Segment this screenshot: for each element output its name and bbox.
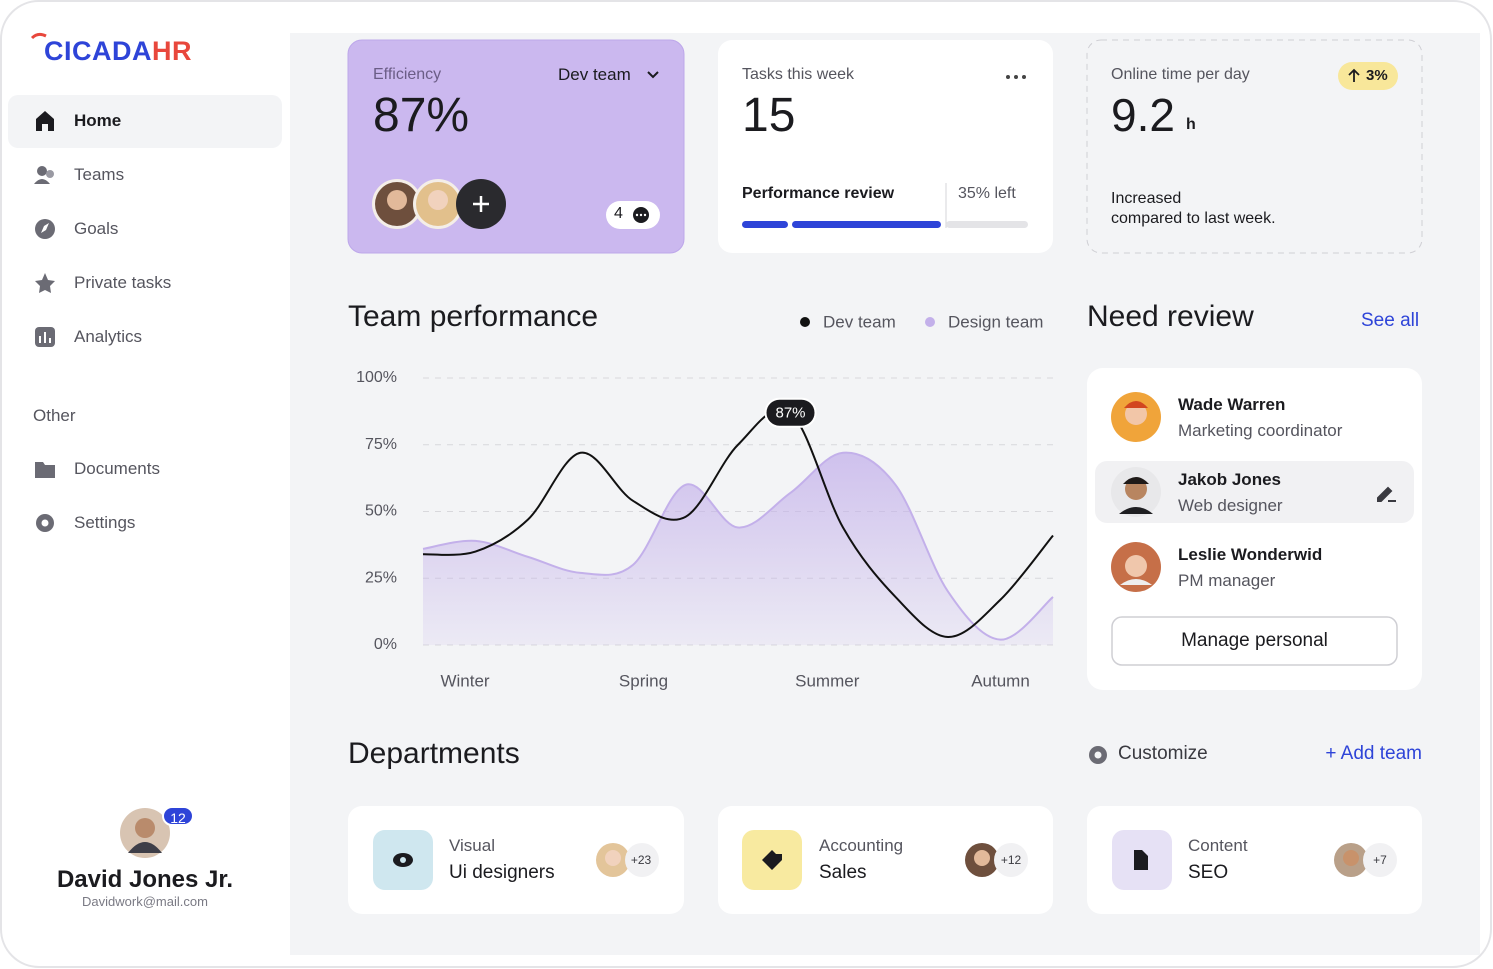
notification-badge: 12: [162, 806, 194, 826]
y-tick-label: 100%: [356, 369, 397, 386]
department-name[interactable]: Sales: [819, 862, 867, 883]
member-count: +7: [1373, 853, 1387, 867]
department-category: Content: [1188, 836, 1248, 855]
person-name[interactable]: Jakob Jones: [1178, 470, 1281, 489]
legend-dot: [800, 317, 810, 327]
logo-text: CICADA: [44, 36, 152, 66]
nav-item[interactable]: Analytics: [74, 327, 143, 346]
member-count: +23: [630, 853, 652, 867]
section-title: Departments: [348, 737, 520, 770]
card-label: Efficiency: [373, 66, 442, 83]
nav-item[interactable]: Private tasks: [74, 273, 172, 292]
card-label: Tasks this week: [742, 66, 855, 83]
x-tick-label: Spring: [619, 671, 668, 690]
x-tick-label: Autumn: [971, 671, 1030, 690]
series-line: [422, 408, 1054, 638]
card-value: 87%: [373, 89, 470, 142]
nav-item[interactable]: Documents: [74, 459, 160, 478]
series-line: [422, 451, 1054, 641]
logo-text: HR: [152, 36, 192, 66]
progress-left: 35% left: [958, 185, 1016, 202]
card-label: Online time per day: [1111, 66, 1250, 83]
add-team-link[interactable]: + Add team: [1325, 743, 1422, 764]
x-tick-label: Summer: [795, 671, 860, 690]
team-selector[interactable]: Dev team: [558, 65, 631, 84]
chart-title: Team performance: [348, 300, 599, 333]
nav-item[interactable]: Teams: [74, 165, 125, 184]
value-label: 87%: [775, 405, 805, 422]
card-value: 15: [742, 89, 796, 142]
department-category: Visual: [449, 836, 495, 855]
section-title: Other: [33, 406, 76, 425]
x-tick-label: Winter: [440, 671, 489, 690]
series-area: [423, 452, 1053, 645]
change-badge: 3%: [1366, 67, 1388, 84]
user-email: Davidwork@mail.com: [82, 894, 208, 909]
section-title: Need review: [1087, 300, 1254, 333]
department-category: Accounting: [819, 836, 904, 855]
legend-label: Design team: [948, 312, 1043, 331]
y-tick-label: 0%: [374, 636, 397, 653]
comment-count: 4: [614, 205, 623, 222]
card-note: Increased: [1111, 190, 1182, 207]
manage-button[interactable]: Manage personal: [1181, 630, 1328, 651]
y-tick-label: 75%: [365, 436, 397, 453]
nav-item[interactable]: Goals: [74, 219, 119, 238]
y-tick-label: 25%: [365, 569, 397, 586]
user-name: David Jones Jr.: [56, 866, 234, 893]
nav-item[interactable]: Settings: [74, 513, 136, 532]
legend-label: Dev team: [823, 312, 896, 331]
department-name[interactable]: SEO: [1188, 862, 1229, 883]
nav-item[interactable]: Home: [74, 111, 122, 130]
progress-label: Performance review: [742, 185, 895, 202]
person-name[interactable]: Leslie Wonderwid: [1178, 545, 1323, 564]
person-role: Marketing coordinator: [1178, 421, 1343, 440]
card-unit: h: [1186, 116, 1196, 133]
card-value: 9.2: [1111, 89, 1175, 141]
person-role: Web designer: [1178, 496, 1283, 515]
legend-dot: [925, 317, 935, 327]
y-tick-label: 50%: [365, 503, 397, 520]
see-all-link[interactable]: See all: [1361, 310, 1420, 331]
customize-button[interactable]: Customize: [1118, 743, 1208, 764]
person-role: PM manager: [1178, 571, 1276, 590]
value-label-bg: [764, 397, 817, 428]
person-name[interactable]: Wade Warren: [1178, 395, 1286, 414]
card-note: compared to last week.: [1111, 210, 1276, 227]
member-count: +12: [1000, 853, 1022, 867]
logo: CICADAHR: [44, 36, 192, 67]
department-name[interactable]: Ui designers: [449, 862, 555, 883]
